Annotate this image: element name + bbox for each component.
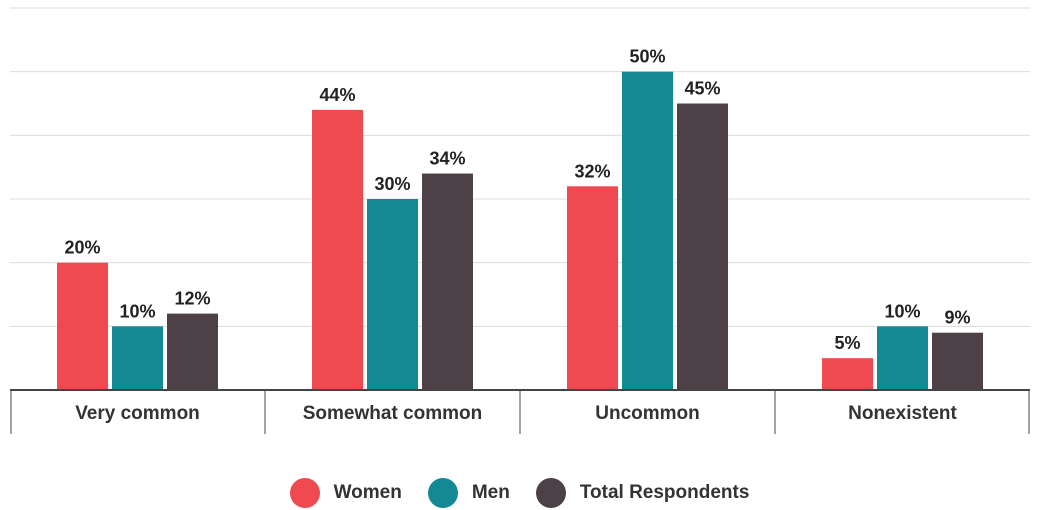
legend-swatch [535, 478, 566, 508]
category-label: Very common [75, 403, 200, 424]
legend: Women Men Total Respondents [0, 476, 1039, 510]
bar-chart: 20% 10% 12% 44% 30% 34% 32% 50% 45% 5% 10% 9% Very … [10, 7, 1030, 434]
legend-swatch [427, 478, 458, 508]
data-label: 44% [319, 85, 355, 105]
legend-item: Total Respondents [535, 478, 750, 508]
category-label: Uncommon [595, 403, 700, 424]
category-label: Somewhat common [303, 403, 482, 424]
legend-item: Women [289, 478, 402, 508]
legend-item: Men [427, 478, 510, 508]
data-label: 30% [374, 174, 410, 194]
data-label: 34% [429, 149, 465, 169]
bar-men-very-common [112, 326, 163, 390]
data-label: 5% [834, 333, 860, 353]
bar-women-nonexistent [822, 358, 873, 390]
data-label: 10% [884, 301, 920, 321]
legend-label: Women [333, 482, 402, 503]
legend-swatch [289, 478, 320, 508]
bar-total-respondents-very-common [167, 313, 218, 390]
bar-total-respondents-somewhat-common [422, 173, 473, 390]
bar-men-somewhat-common [367, 199, 418, 390]
bar-total-respondents-uncommon [677, 103, 728, 390]
data-label: 12% [174, 289, 210, 309]
bars [57, 71, 983, 391]
gridlines [10, 7, 1030, 327]
bar-women-somewhat-common [312, 109, 363, 390]
data-label: 50% [629, 47, 665, 67]
data-label: 20% [64, 238, 100, 258]
bar-total-respondents-nonexistent [932, 332, 983, 390]
data-label: 9% [944, 308, 970, 328]
legend-label: Men [471, 482, 510, 503]
data-label: 45% [684, 79, 720, 99]
data-label: 32% [574, 161, 610, 181]
bar-women-very-common [57, 262, 108, 390]
data-label: 10% [119, 301, 155, 321]
data-labels: 20% 10% 12% 44% 30% 34% 32% 50% 45% 5% 10% 9% [64, 47, 970, 353]
category-label: Nonexistent [848, 403, 957, 424]
bar-men-uncommon [622, 71, 673, 391]
bar-women-uncommon [567, 186, 618, 390]
bar-men-nonexistent [877, 326, 928, 390]
legend-label: Total Respondents [579, 482, 750, 503]
x-axis: Very common Somewhat common Uncommon Nonexi… [10, 389, 1030, 434]
